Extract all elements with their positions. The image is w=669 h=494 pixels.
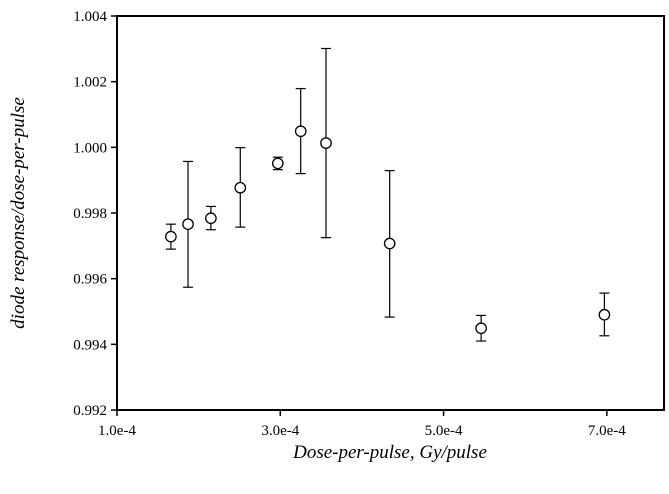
x-tick-label: 7.0e-4 [588, 423, 626, 439]
y-tick-label: 0.998 [73, 206, 107, 222]
x-tick-label: 1.0e-4 [98, 423, 136, 439]
data-point [475, 322, 487, 335]
y-tick-label: 0.992 [73, 403, 107, 419]
y-tick-label: 1.000 [73, 140, 107, 156]
data-point [598, 308, 611, 321]
data-point [271, 157, 284, 170]
data-point [234, 181, 247, 194]
y-axis-title: diode response/dose-per-pulse [8, 97, 29, 329]
x-tick-label: 3.0e-4 [261, 423, 299, 439]
data-point [320, 137, 332, 149]
data-point [383, 237, 396, 250]
plot-border [116, 15, 665, 411]
y-tick-label: 1.002 [73, 75, 107, 91]
plot-area [116, 15, 665, 411]
y-tick-label: 0.994 [73, 337, 107, 353]
x-axis-title: Dose-per-pulse, Gy/pulse [292, 442, 487, 463]
x-axis: 1.0e-4 3.0e-4 5.0e-4 7.0e-4 [98, 410, 626, 439]
x-tick-label: 5.0e-4 [425, 423, 463, 439]
data-points [165, 125, 611, 335]
data-point [294, 125, 307, 138]
data-point [165, 230, 177, 243]
y-tick-label: 0.996 [73, 272, 107, 288]
data-point [182, 218, 194, 231]
data-point [205, 212, 217, 225]
y-axis: 0.992 0.994 0.996 0.998 1.000 1.002 1.004 [73, 9, 117, 419]
error-bars [165, 47, 610, 342]
y-tick-label: 1.004 [73, 9, 107, 25]
